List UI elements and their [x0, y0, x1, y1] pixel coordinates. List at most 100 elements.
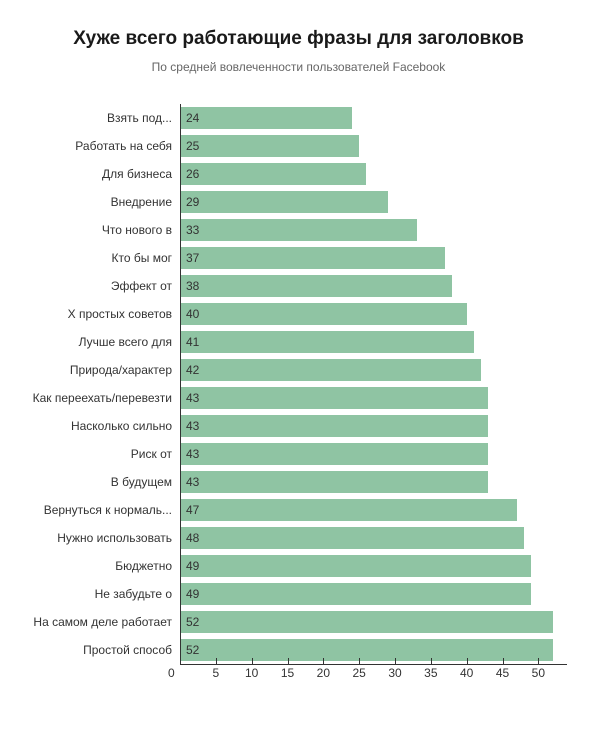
x-tick-label: 35	[424, 666, 437, 680]
x-tick-label: 5	[212, 666, 219, 680]
x-tick-mark	[288, 658, 289, 664]
bar: 33	[180, 219, 417, 241]
bar-row: Природа/характер42	[30, 356, 567, 384]
x-tick-mark	[395, 658, 396, 664]
bar-row: Лучше всего для41	[30, 328, 567, 356]
x-tick-label: 45	[496, 666, 509, 680]
bar-label: X простых советов	[30, 307, 180, 321]
bar-label: Эффект от	[30, 279, 180, 293]
bar-label: Лучше всего для	[30, 335, 180, 349]
bar-row: Взять под...24	[30, 104, 567, 132]
bar: 29	[180, 191, 388, 213]
bar: 41	[180, 331, 474, 353]
bar-track: 43	[180, 440, 567, 468]
bar-row: Не забудьте о49	[30, 580, 567, 608]
bar: 49	[180, 555, 531, 577]
bar-label: Бюджетно	[30, 559, 180, 573]
bar-track: 49	[180, 580, 567, 608]
bar-label: Взять под...	[30, 111, 180, 125]
bar: 52	[180, 639, 553, 661]
bar-track: 26	[180, 160, 567, 188]
bar-track: 41	[180, 328, 567, 356]
bar-track: 47	[180, 496, 567, 524]
bar-row: Что нового в33	[30, 216, 567, 244]
x-tick-label: 40	[460, 666, 473, 680]
bar-label: Что нового в	[30, 223, 180, 237]
bar: 43	[180, 471, 488, 493]
bar: 47	[180, 499, 517, 521]
bar-row: Бюджетно49	[30, 552, 567, 580]
y-axis-line	[180, 104, 181, 664]
x-tick-mark	[538, 658, 539, 664]
x-tick-label: 20	[317, 666, 330, 680]
bar-row: В будущем43	[30, 468, 567, 496]
bar-label: Внедрение	[30, 195, 180, 209]
bar: 43	[180, 443, 488, 465]
chart-subtitle: По средней вовлеченности пользователей F…	[30, 60, 567, 74]
bar-track: 40	[180, 300, 567, 328]
bar: 25	[180, 135, 359, 157]
bar-track: 48	[180, 524, 567, 552]
x-tick-mark	[216, 658, 217, 664]
bar-label: Риск от	[30, 447, 180, 461]
bar-label: Природа/характер	[30, 363, 180, 377]
bar-row: Нужно использовать48	[30, 524, 567, 552]
bar-row: Риск от43	[30, 440, 567, 468]
bar: 40	[180, 303, 467, 325]
x-tick-label: 30	[388, 666, 401, 680]
x-tick-label: 15	[281, 666, 294, 680]
bar: 43	[180, 415, 488, 437]
bar-row: Простой способ52	[30, 636, 567, 664]
x-tick-label: 10	[245, 666, 258, 680]
bar: 48	[180, 527, 524, 549]
bar-track: 52	[180, 636, 567, 664]
bar: 24	[180, 107, 352, 129]
bar-track: 24	[180, 104, 567, 132]
bar-row: Как переехать/перевезти43	[30, 384, 567, 412]
bar-label: Кто бы мог	[30, 251, 180, 265]
bar-track: 49	[180, 552, 567, 580]
bar-track: 43	[180, 412, 567, 440]
bar-row: Насколько сильно43	[30, 412, 567, 440]
bar-track: 42	[180, 356, 567, 384]
bar-label: На самом деле работает	[30, 615, 180, 629]
bar: 42	[180, 359, 481, 381]
bar-track: 33	[180, 216, 567, 244]
bar: 43	[180, 387, 488, 409]
plot-area: Взять под...24Работать на себя25Для бизн…	[30, 104, 567, 664]
bar: 26	[180, 163, 366, 185]
x-tick-mark	[431, 658, 432, 664]
x-tick-label: 25	[352, 666, 365, 680]
bar-track: 25	[180, 132, 567, 160]
bar-track: 52	[180, 608, 567, 636]
bar-row: Внедрение29	[30, 188, 567, 216]
x-tick-mark	[323, 658, 324, 664]
x-tick-mark	[252, 658, 253, 664]
bar-label: Простой способ	[30, 643, 180, 657]
bar: 52	[180, 611, 553, 633]
bar-row: Кто бы мог37	[30, 244, 567, 272]
bar-track: 38	[180, 272, 567, 300]
bar: 49	[180, 583, 531, 605]
bar-label: Не забудьте о	[30, 587, 180, 601]
x-tick-mark	[359, 658, 360, 664]
bar-label: Работать на себя	[30, 139, 180, 153]
bar: 37	[180, 247, 445, 269]
bar: 38	[180, 275, 452, 297]
bar-row: Работать на себя25	[30, 132, 567, 160]
bar-label: Как переехать/перевезти	[30, 391, 180, 405]
bar-track: 37	[180, 244, 567, 272]
bar-track: 43	[180, 384, 567, 412]
chart-container: Хуже всего работающие фразы для заголовк…	[0, 0, 597, 748]
bar-track: 43	[180, 468, 567, 496]
bar-label: Нужно использовать	[30, 531, 180, 545]
bar-row: Вернуться к нормаль...47	[30, 496, 567, 524]
x-tick-mark	[467, 658, 468, 664]
bar-label: Для бизнеса	[30, 167, 180, 181]
x-tick-label: 50	[532, 666, 545, 680]
x-axis-zero-label: 0	[168, 666, 175, 680]
bar-row: На самом деле работает52	[30, 608, 567, 636]
bar-label: Вернуться к нормаль...	[30, 503, 180, 517]
bar-row: Эффект от38	[30, 272, 567, 300]
bar-row: X простых советов40	[30, 300, 567, 328]
